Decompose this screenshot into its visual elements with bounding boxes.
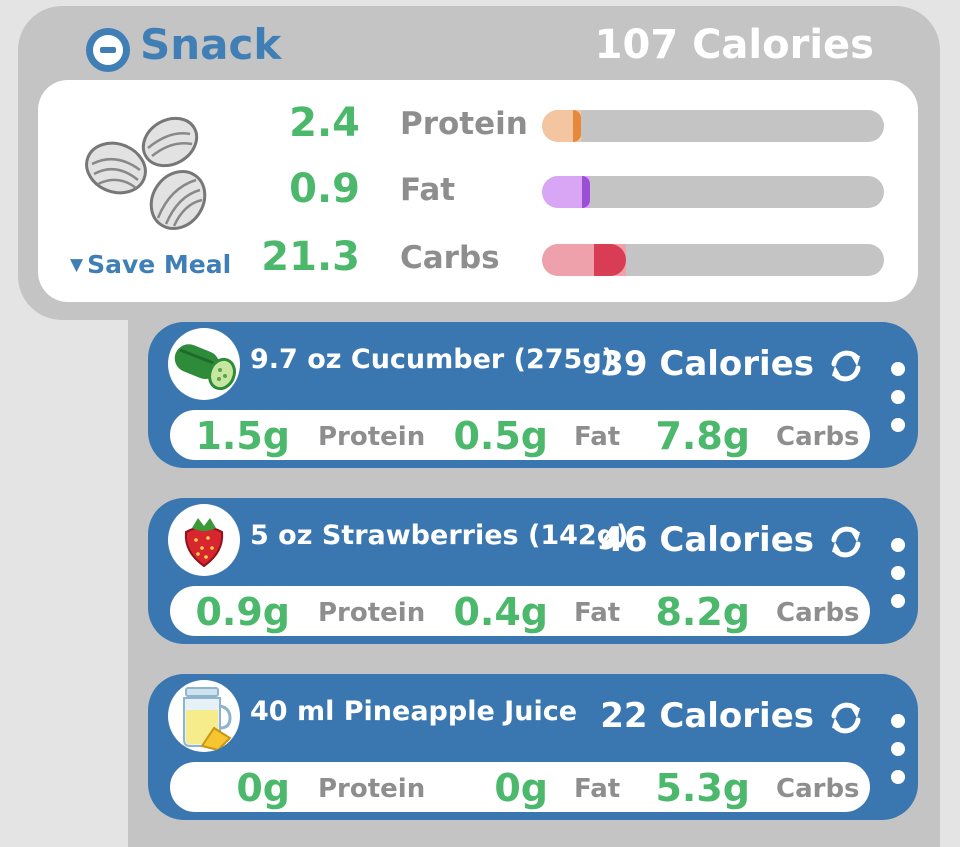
refresh-swap-icon[interactable] [826, 522, 866, 562]
food-name[interactable]: 9.7 oz Cucumber (275g) [250, 344, 615, 375]
macro-value: 0.9 [289, 166, 360, 212]
food-protein-label: Protein [318, 598, 426, 628]
collapse-minus-icon[interactable] [86, 28, 130, 72]
food-fat-value: 0g [494, 766, 548, 810]
macro-bar [542, 244, 884, 276]
food-fat-value: 0.5g [453, 414, 548, 458]
save-meal-label: Save Meal [87, 250, 232, 279]
food-calories: 46 Calories [600, 520, 814, 560]
refresh-swap-icon[interactable] [826, 698, 866, 738]
macro-bar [542, 176, 884, 208]
meal-header: Snack 107 Calories [18, 6, 940, 86]
triangle-down-icon: ▼ [70, 255, 84, 275]
macro-row-carbs: 21.3 Carbs [38, 232, 918, 282]
food-fat-label: Fat [574, 598, 621, 628]
food-carbs-value: 7.8g [655, 414, 750, 458]
food-name[interactable]: 5 oz Strawberries (142g) [250, 520, 629, 551]
food-carbs-value: 8.2g [655, 590, 750, 634]
food-protein-value: 0g [236, 766, 290, 810]
cucumber-icon [168, 328, 240, 400]
food-carbs-label: Carbs [776, 422, 860, 452]
food-item-strawberries[interactable]: 5 oz Strawberries (142g) 46 Calories 0.9… [148, 498, 918, 644]
more-options-icon[interactable] [888, 710, 908, 790]
food-fat-label: Fat [574, 774, 621, 804]
food-item-cucumber[interactable]: 9.7 oz Cucumber (275g) 39 Calories 1.5g … [148, 322, 918, 468]
food-fat-value: 0.4g [453, 590, 548, 634]
food-protein-label: Protein [318, 774, 426, 804]
food-carbs-label: Carbs [776, 598, 860, 628]
food-macros: 0g Protein 0g Fat 5.3g Carbs [170, 762, 870, 812]
food-protein-value: 0.9g [195, 590, 290, 634]
more-options-icon[interactable] [888, 534, 908, 614]
food-carbs-value: 5.3g [655, 766, 750, 810]
refresh-swap-icon[interactable] [826, 346, 866, 386]
save-meal-button[interactable]: ▼ Save Meal [70, 250, 231, 279]
food-macros: 1.5g Protein 0.5g Fat 7.8g Carbs [170, 410, 870, 460]
almonds-icon [85, 116, 207, 230]
food-calories: 39 Calories [600, 344, 814, 384]
meal-summary-card: ▼ Save Meal 2.4 Protein 0.9 Fat 21.3 Carb… [38, 80, 918, 302]
macro-value: 2.4 [289, 100, 360, 146]
macro-label: Fat [400, 172, 456, 208]
food-item-pineapple-juice[interactable]: 40 ml Pineapple Juice 22 Calories 0g Pro… [148, 674, 918, 820]
macro-bar-accent [582, 176, 590, 208]
macro-label: Carbs [400, 240, 500, 276]
meal-calories: 107 Calories [594, 22, 874, 68]
strawberry-icon [168, 504, 240, 576]
macro-row-protein: 2.4 Protein [38, 98, 918, 148]
food-macros: 0.9g Protein 0.4g Fat 8.2g Carbs [170, 586, 870, 636]
macro-bar-accent [573, 110, 581, 142]
food-protein-label: Protein [318, 422, 426, 452]
food-calories: 22 Calories [600, 696, 814, 736]
macro-bar-accent [594, 244, 626, 276]
food-fat-label: Fat [574, 422, 621, 452]
food-protein-value: 1.5g [195, 414, 290, 458]
meal-title[interactable]: Snack [140, 20, 282, 69]
macro-row-fat: 0.9 Fat [38, 164, 918, 214]
pineapple-juice-icon [168, 680, 240, 752]
macro-bar [542, 110, 884, 142]
more-options-icon[interactable] [888, 358, 908, 438]
food-carbs-label: Carbs [776, 774, 860, 804]
food-name[interactable]: 40 ml Pineapple Juice [250, 696, 578, 727]
macro-value: 21.3 [261, 234, 360, 280]
macro-label: Protein [400, 106, 528, 142]
